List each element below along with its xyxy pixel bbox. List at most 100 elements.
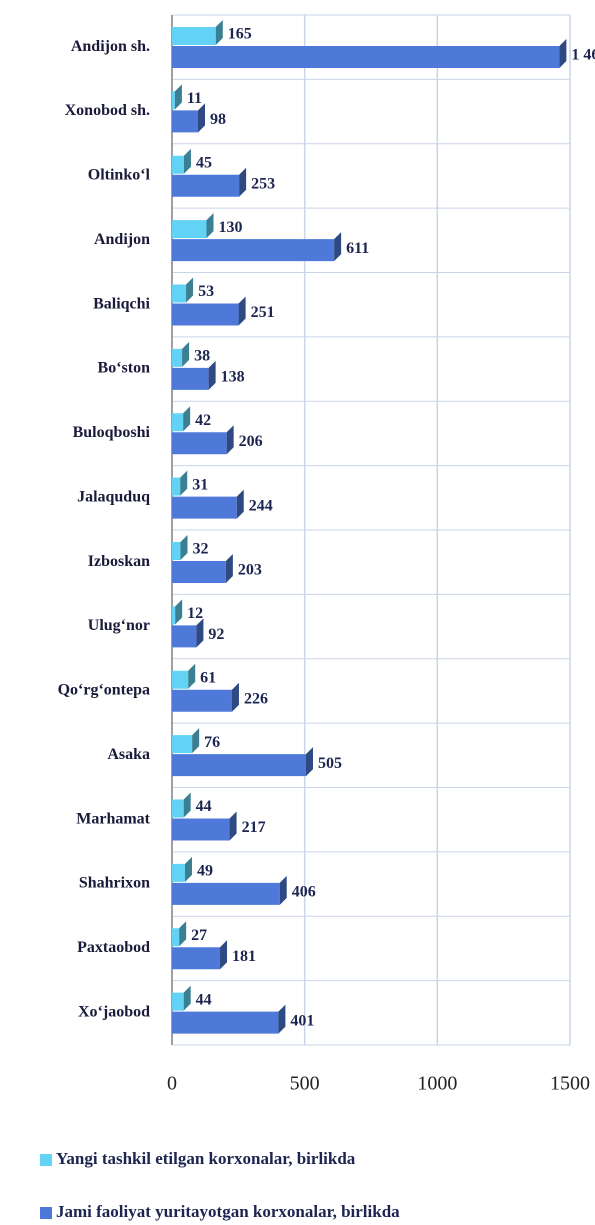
y-tick-label: Paxtaobod — [77, 939, 150, 956]
bar — [172, 863, 186, 882]
legend-label: Jami faoliyat yuritayotgan korxonalar, b… — [56, 1202, 400, 1221]
bar — [172, 413, 184, 432]
y-tick-label: Ulug‘nor — [88, 617, 150, 634]
y-tick-label: Asaka — [107, 746, 150, 763]
bar-side — [179, 921, 187, 947]
bar — [172, 606, 176, 625]
bar-side — [215, 20, 223, 45]
bar-side — [183, 406, 191, 432]
bar — [172, 928, 180, 947]
bar-side — [183, 985, 191, 1011]
bar-side — [231, 682, 239, 712]
y-tick-label: Bo‘ston — [98, 360, 151, 377]
bar — [172, 477, 181, 496]
bar-side — [239, 167, 247, 197]
value-label: 49 — [197, 863, 213, 880]
bar-side — [180, 535, 188, 560]
value-label: 27 — [191, 927, 207, 944]
y-tick-label: Andijon sh. — [71, 38, 150, 55]
y-tick-label: Izboskan — [88, 553, 150, 570]
bar — [172, 1011, 279, 1034]
x-tick-label: 1500 — [550, 1073, 590, 1095]
value-label: 44 — [196, 798, 212, 815]
bar-side — [186, 277, 194, 303]
bar — [172, 367, 209, 390]
bar-side — [198, 103, 206, 133]
value-label: 401 — [290, 1012, 314, 1029]
bar-side — [220, 940, 228, 970]
value-label: 76 — [204, 734, 220, 751]
bar-side — [305, 747, 313, 777]
value-label: 12 — [187, 605, 203, 622]
value-label: 203 — [238, 562, 262, 579]
y-tick-label: Oltinko‘l — [88, 167, 151, 184]
bar-side — [278, 1004, 286, 1034]
bar-side — [174, 84, 182, 110]
bar-side — [183, 148, 191, 174]
bar — [172, 754, 306, 777]
bar — [172, 91, 175, 110]
x-tick-label: 500 — [290, 1073, 320, 1095]
value-label: 138 — [221, 369, 245, 386]
y-tick-label: Shahrixon — [79, 875, 150, 892]
bar-side — [183, 792, 191, 818]
bar-side — [188, 663, 196, 689]
bar — [172, 220, 207, 239]
bar — [172, 432, 227, 455]
bar — [172, 27, 216, 45]
bar — [172, 239, 335, 262]
x-tick-label: 1000 — [417, 1073, 457, 1095]
bar — [172, 348, 183, 367]
bar — [172, 818, 230, 841]
bar-side — [192, 728, 200, 754]
value-label: 505 — [318, 755, 342, 772]
bar-side — [225, 554, 233, 583]
legend-label: Yangi tashkil etilgan korxonalar, birlik… — [56, 1149, 356, 1168]
value-label: 92 — [208, 626, 224, 643]
bar-side — [208, 360, 216, 390]
bar — [172, 625, 197, 648]
bar-side — [559, 39, 567, 68]
x-tick-label: 0 — [167, 1073, 177, 1095]
bar — [172, 303, 239, 326]
y-tick-label: Xo‘jaobod — [78, 1003, 150, 1020]
value-label: 61 — [200, 669, 216, 686]
value-label: 181 — [232, 948, 256, 965]
value-label: 11 — [187, 90, 202, 107]
y-tick-label: Jalaquduq — [77, 488, 150, 505]
bar — [172, 689, 232, 712]
bar-side — [175, 599, 183, 625]
bar-side — [226, 425, 234, 455]
bar-side — [206, 213, 214, 239]
bar — [172, 992, 184, 1011]
value-label: 45 — [196, 154, 212, 171]
bar-side — [182, 341, 190, 367]
bar — [172, 155, 184, 174]
value-label: 98 — [210, 111, 226, 128]
bar — [172, 735, 193, 754]
y-tick-label: Marhamat — [76, 810, 150, 827]
bar-side — [180, 470, 188, 496]
bar — [172, 542, 181, 560]
y-tick-label: Xonobod sh. — [65, 102, 150, 119]
bar-side — [185, 856, 193, 882]
bar — [172, 882, 280, 905]
legend-swatch — [40, 1207, 52, 1219]
value-label: 251 — [251, 304, 275, 321]
bar-side — [236, 489, 244, 519]
bar-side — [229, 811, 237, 841]
value-label: 244 — [249, 497, 273, 514]
bar — [172, 46, 560, 68]
bar — [172, 496, 237, 519]
value-label: 253 — [251, 175, 275, 192]
value-label: 217 — [242, 819, 266, 836]
value-label: 38 — [194, 348, 210, 365]
value-label: 1 460 — [571, 47, 595, 64]
value-label: 32 — [192, 541, 208, 558]
value-label: 611 — [346, 240, 369, 257]
bar — [172, 947, 221, 970]
bar — [172, 110, 199, 133]
value-label: 42 — [195, 412, 211, 429]
bar-side — [196, 618, 204, 648]
